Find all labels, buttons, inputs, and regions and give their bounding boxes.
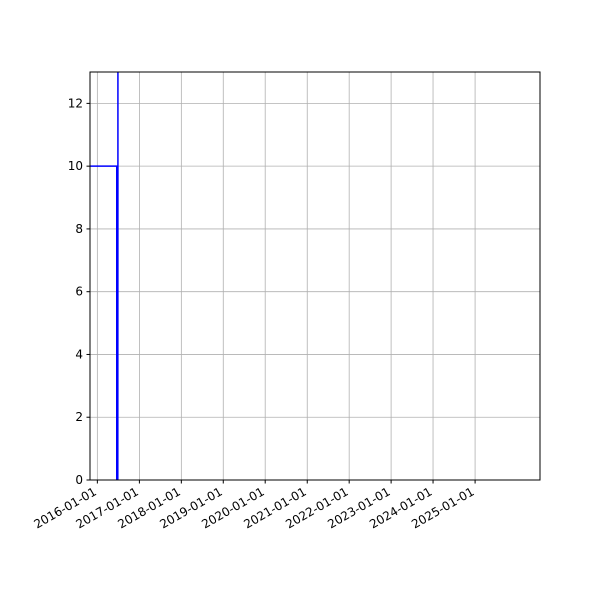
series-layer [90,72,119,480]
y-tick-label: 6 [75,285,83,299]
y-tick-label: 0 [75,473,83,487]
plot-frame [89,71,541,481]
y-tick-label: 4 [75,347,83,361]
series-dense-band [115,166,118,480]
y-axis: 0 2 4 6 8 10 12 [68,96,90,487]
y-tick-label: 2 [75,410,83,424]
y-tick-label: 10 [68,159,83,173]
series-line [90,72,119,480]
grid [90,72,540,481]
y-tick-label: 12 [68,96,83,110]
y-tick-label: 8 [75,222,83,236]
x-axis: 2016-01-012017-01-012018-01-012019-01-01… [31,480,477,531]
